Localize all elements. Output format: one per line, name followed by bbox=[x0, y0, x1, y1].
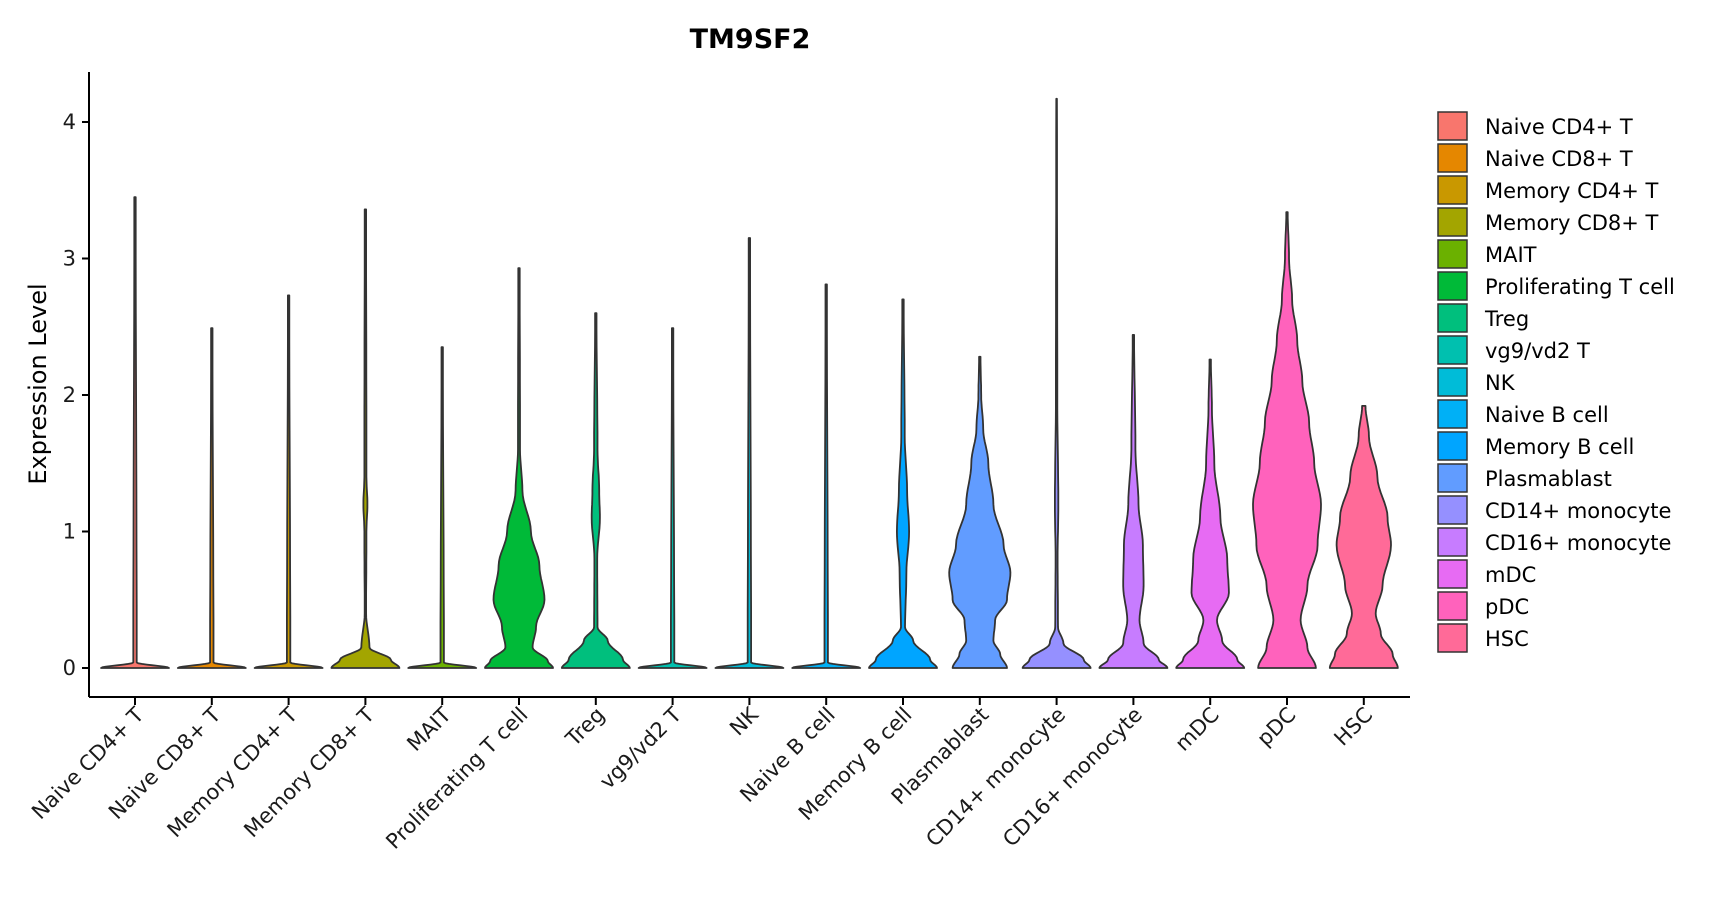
legend-swatch bbox=[1437, 527, 1468, 557]
violin-16 bbox=[1328, 405, 1399, 669]
legend-swatch bbox=[1437, 111, 1468, 141]
legend-swatch bbox=[1437, 175, 1468, 205]
y-tick-label: 0 bbox=[63, 656, 76, 680]
y-tick-label: 4 bbox=[63, 110, 76, 134]
legend-swatch bbox=[1437, 559, 1468, 589]
violin-0 bbox=[100, 196, 170, 669]
legend-swatch bbox=[1437, 367, 1468, 397]
legend-label: Naive B cell bbox=[1485, 403, 1609, 427]
legend-label: Memory B cell bbox=[1485, 435, 1634, 459]
violin-15 bbox=[1252, 211, 1322, 669]
x-tick-label: Proliferating T cell bbox=[381, 703, 532, 854]
violin-14 bbox=[1175, 358, 1246, 669]
violin-8 bbox=[714, 237, 785, 669]
y-axis-title: Expression Level bbox=[24, 283, 52, 484]
legend-label: Memory CD8+ T bbox=[1485, 211, 1659, 235]
violin-5 bbox=[484, 267, 554, 669]
legend-label: Treg bbox=[1484, 307, 1529, 331]
legend-swatch bbox=[1437, 431, 1468, 461]
legend-swatch bbox=[1437, 463, 1468, 493]
legend-label: NK bbox=[1485, 371, 1516, 395]
legend-swatch bbox=[1437, 495, 1468, 525]
x-tick-label: CD14+ monocyte bbox=[921, 703, 1070, 852]
legend-label: CD16+ monocyte bbox=[1485, 531, 1671, 555]
x-tick-label: pDC bbox=[1252, 703, 1300, 751]
x-tick-label: CD16+ monocyte bbox=[998, 703, 1147, 852]
legend-swatch bbox=[1437, 303, 1468, 333]
legend-label: vg9/vd2 T bbox=[1485, 339, 1590, 363]
legend-label: MAIT bbox=[1485, 243, 1537, 267]
violin-12 bbox=[1021, 97, 1092, 669]
y-tick-label: 2 bbox=[63, 383, 76, 407]
legend-label: HSC bbox=[1485, 627, 1529, 651]
y-tick-label: 3 bbox=[63, 247, 76, 271]
violin-13 bbox=[1098, 334, 1169, 669]
legend-label: CD14+ monocyte bbox=[1485, 499, 1671, 523]
x-tick-label: Treg bbox=[560, 703, 609, 752]
violin-6 bbox=[560, 312, 631, 669]
legend-swatch bbox=[1437, 271, 1468, 301]
legend-swatch bbox=[1437, 623, 1468, 653]
violin-7 bbox=[637, 327, 708, 669]
legend-swatch bbox=[1437, 143, 1468, 173]
legend-label: mDC bbox=[1485, 563, 1536, 587]
x-tick-label: Memory CD8+ T bbox=[239, 702, 379, 842]
x-tick-label: MAIT bbox=[402, 702, 456, 756]
x-tick-label: Memory CD4+ T bbox=[163, 702, 303, 842]
legend-swatch bbox=[1437, 399, 1468, 429]
x-tick-label: HSC bbox=[1329, 703, 1377, 751]
violin-3 bbox=[330, 208, 401, 669]
violin-10 bbox=[868, 298, 938, 669]
x-tick-label: mDC bbox=[1170, 703, 1223, 756]
legend-swatch bbox=[1437, 239, 1468, 269]
legend-label: pDC bbox=[1485, 595, 1529, 619]
legend-label: Naive CD4+ T bbox=[1485, 115, 1633, 139]
violin-1 bbox=[176, 327, 247, 669]
legend-swatch bbox=[1437, 591, 1468, 621]
chart-title: TM9SF2 bbox=[690, 24, 811, 55]
violin-4 bbox=[407, 346, 478, 669]
legend-label: Plasmablast bbox=[1485, 467, 1612, 491]
violin-11 bbox=[948, 355, 1012, 669]
violin-2 bbox=[253, 294, 324, 669]
legend-label: Memory CD4+ T bbox=[1485, 179, 1659, 203]
legend-label: Naive CD8+ T bbox=[1485, 147, 1633, 171]
legend-swatch bbox=[1437, 335, 1468, 365]
legend-swatch bbox=[1437, 207, 1468, 237]
y-tick-label: 1 bbox=[63, 520, 76, 544]
x-tick-label: vg9/vd2 T bbox=[595, 702, 686, 793]
x-tick-label: NK bbox=[725, 702, 764, 741]
violin-9 bbox=[791, 283, 862, 669]
legend-label: Proliferating T cell bbox=[1485, 275, 1675, 299]
